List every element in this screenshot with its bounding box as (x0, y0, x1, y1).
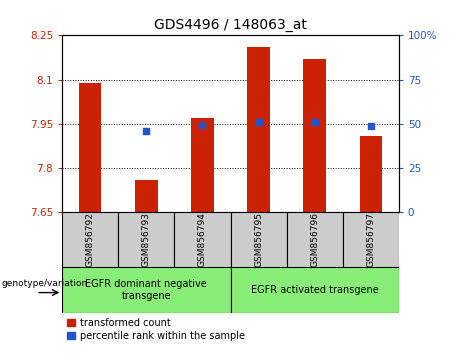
Bar (287, 212, 343, 267)
Text: GSM856794: GSM856794 (198, 212, 207, 267)
Text: GSM856792: GSM856792 (86, 212, 95, 267)
Bar (62, 267, 230, 313)
Text: genotype/variation: genotype/variation (1, 279, 88, 288)
Text: GSM856793: GSM856793 (142, 212, 151, 267)
Bar (230, 212, 287, 267)
Text: GSM856795: GSM856795 (254, 212, 263, 267)
Bar (118, 212, 174, 267)
Bar (360, 136, 382, 212)
Bar (230, 267, 399, 313)
Bar (62, 212, 118, 267)
Text: GSM856796: GSM856796 (310, 212, 319, 267)
Bar (303, 59, 326, 212)
Bar (79, 82, 101, 212)
Title: GDS4496 / 148063_at: GDS4496 / 148063_at (154, 18, 307, 32)
Bar (191, 118, 214, 212)
Text: EGFR activated transgene: EGFR activated transgene (251, 285, 378, 295)
Text: GSM856797: GSM856797 (366, 212, 375, 267)
Bar (343, 212, 399, 267)
Bar (174, 212, 230, 267)
Legend: transformed count, percentile rank within the sample: transformed count, percentile rank withi… (67, 318, 245, 341)
Text: EGFR dominant negative
transgene: EGFR dominant negative transgene (85, 279, 207, 301)
Bar (135, 180, 158, 212)
Bar (247, 47, 270, 212)
